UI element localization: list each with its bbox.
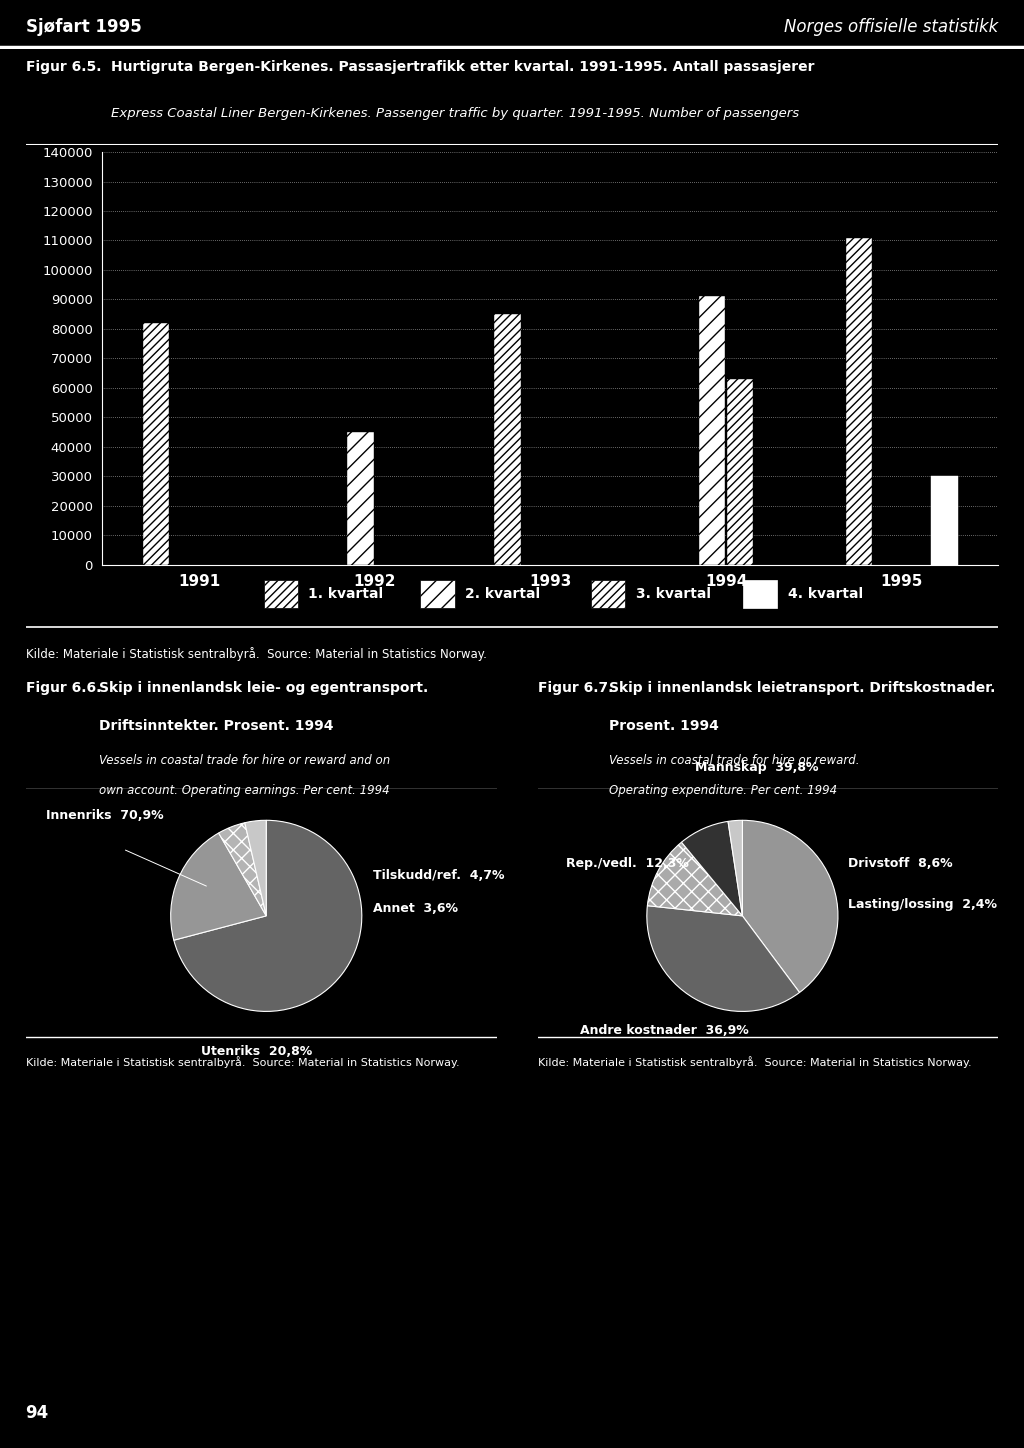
- Text: Kilde: Materiale i Statistisk sentralbyrå.  Source: Material in Statistics Norwa: Kilde: Materiale i Statistisk sentralbyr…: [26, 1056, 459, 1069]
- Text: Innenriks  70,9%: Innenriks 70,9%: [46, 809, 164, 822]
- Bar: [143, 323, 169, 565]
- Bar: [591, 579, 625, 608]
- Text: Annet  3,6%: Annet 3,6%: [374, 902, 459, 915]
- Text: Drivstoff  8,6%: Drivstoff 8,6%: [848, 857, 952, 870]
- Wedge shape: [219, 822, 266, 917]
- Text: Figur 6.5.: Figur 6.5.: [26, 59, 101, 74]
- Text: 94: 94: [26, 1403, 49, 1422]
- Text: Andre kostnader  36,9%: Andre kostnader 36,9%: [580, 1024, 749, 1037]
- Text: 3. kvartal: 3. kvartal: [636, 586, 711, 601]
- Text: Hurtigruta Bergen-Kirkenes. Passasjertrafikk etter kvartal. 1991-1995. Antall pa: Hurtigruta Bergen-Kirkenes. Passasjertra…: [112, 59, 815, 74]
- Wedge shape: [171, 833, 266, 940]
- Wedge shape: [742, 821, 838, 992]
- Text: Kilde: Materiale i Statistisk sentralbyrå.  Source: Material in Statistics Norwa: Kilde: Materiale i Statistisk sentralbyr…: [26, 647, 486, 662]
- Text: Express Coastal Liner Bergen-Kirkenes. Passenger traffic by quarter. 1991-1995. : Express Coastal Liner Bergen-Kirkenes. P…: [112, 107, 800, 120]
- Wedge shape: [174, 821, 361, 1011]
- Wedge shape: [245, 821, 266, 917]
- Text: Kilde: Materiale i Statistisk sentralbyrå.  Source: Material in Statistics Norwa: Kilde: Materiale i Statistisk sentralbyr…: [538, 1056, 971, 1069]
- Text: Mannskap  39,8%: Mannskap 39,8%: [695, 762, 818, 775]
- Bar: [743, 579, 777, 608]
- Bar: [264, 579, 298, 608]
- Bar: [495, 314, 521, 565]
- Bar: [727, 379, 754, 565]
- Text: 2. kvartal: 2. kvartal: [465, 586, 541, 601]
- Wedge shape: [647, 843, 742, 917]
- Text: Skip i innenlandsk leie- og egentransport.: Skip i innenlandsk leie- og egentranspor…: [98, 681, 428, 695]
- Wedge shape: [728, 821, 742, 917]
- Text: Sjøfart 1995: Sjøfart 1995: [26, 17, 141, 36]
- Text: Lasting/lossing  2,4%: Lasting/lossing 2,4%: [848, 898, 996, 911]
- Text: Figur 6.7.: Figur 6.7.: [538, 681, 613, 695]
- Bar: [347, 432, 374, 565]
- Text: own account. Operating earnings. Per cent. 1994: own account. Operating earnings. Per cen…: [98, 783, 389, 796]
- Text: Vessels in coastal trade for hire or reward.: Vessels in coastal trade for hire or rew…: [609, 754, 859, 767]
- Text: Figur 6.6.: Figur 6.6.: [26, 681, 101, 695]
- Text: Driftsinntekter. Prosent. 1994: Driftsinntekter. Prosent. 1994: [98, 718, 333, 733]
- Text: 4. kvartal: 4. kvartal: [787, 586, 863, 601]
- Bar: [932, 476, 957, 565]
- Text: Vessels in coastal trade for hire or reward and on: Vessels in coastal trade for hire or rew…: [98, 754, 390, 767]
- Text: Rep./vedl.  12,3%: Rep./vedl. 12,3%: [565, 857, 688, 870]
- Wedge shape: [682, 821, 742, 917]
- Text: 1. kvartal: 1. kvartal: [308, 586, 384, 601]
- Text: Norges offisielle statistikk: Norges offisielle statistikk: [784, 17, 998, 36]
- Text: Operating expenditure. Per cent. 1994: Operating expenditure. Per cent. 1994: [609, 783, 838, 796]
- Text: Prosent. 1994: Prosent. 1994: [609, 718, 719, 733]
- Bar: [698, 297, 725, 565]
- Text: Tilskudd/ref.  4,7%: Tilskudd/ref. 4,7%: [374, 869, 505, 882]
- Bar: [846, 237, 872, 565]
- Text: Skip i innenlandsk leietransport. Driftskostnader.: Skip i innenlandsk leietransport. Drifts…: [609, 681, 995, 695]
- Text: Utenriks  20,8%: Utenriks 20,8%: [201, 1045, 312, 1058]
- Wedge shape: [647, 905, 800, 1011]
- Bar: [421, 579, 455, 608]
